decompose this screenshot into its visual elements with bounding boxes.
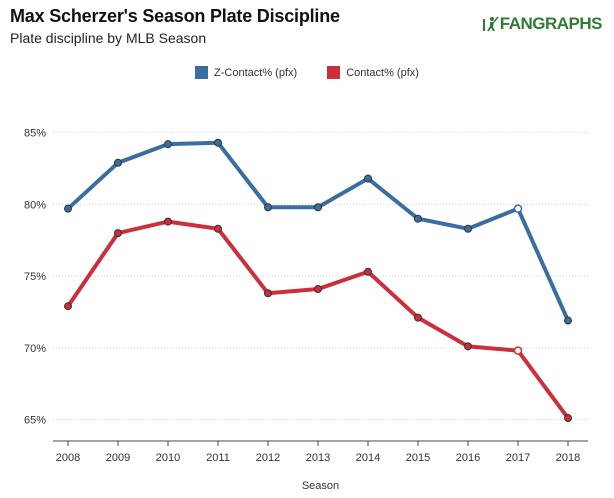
batter-logo-icon bbox=[482, 16, 499, 31]
x-tick-label: 2014 bbox=[356, 452, 380, 464]
x-tick-label: 2018 bbox=[556, 452, 580, 464]
fangraphs-logo[interactable]: FANGRAPHS bbox=[482, 14, 603, 34]
legend: Z-Contact% (pfx) Contact% (pfx) bbox=[0, 66, 614, 79]
x-tick-label: 2011 bbox=[206, 452, 230, 464]
legend-swatch-contact bbox=[327, 66, 341, 79]
series-line-contact bbox=[66, 219, 570, 421]
legend-label-z-contact: Z-Contact% (pfx) bbox=[214, 66, 298, 79]
x-tick-label: 2012 bbox=[256, 452, 280, 464]
x-tick-label: 2013 bbox=[306, 452, 330, 464]
data-point-z-contact bbox=[114, 158, 122, 167]
legend-item-contact[interactable]: Contact% (pfx) bbox=[327, 66, 419, 79]
y-tick-label: 70% bbox=[24, 343, 46, 355]
data-point-z-contact bbox=[64, 204, 72, 213]
data-point-z-contact bbox=[264, 203, 272, 212]
y-tick-label: 85% bbox=[24, 128, 46, 140]
data-point-contact bbox=[513, 346, 523, 355]
legend-item-z-contact[interactable]: Z-Contact% (pfx) bbox=[195, 66, 297, 79]
data-point-contact bbox=[314, 284, 322, 293]
x-axis-title: Season bbox=[302, 480, 339, 492]
data-point-contact bbox=[364, 267, 372, 276]
chart-subtitle: Plate discipline by MLB Season bbox=[10, 30, 207, 46]
series-line-z-contact bbox=[66, 140, 570, 323]
data-point-z-contact bbox=[214, 138, 222, 147]
data-point-z-contact bbox=[564, 316, 572, 325]
x-tick-label: 2009 bbox=[106, 452, 130, 464]
data-point-z-contact bbox=[314, 203, 322, 212]
data-point-contact bbox=[64, 302, 72, 311]
data-point-contact bbox=[114, 229, 122, 238]
x-tick-label: 2008 bbox=[56, 452, 80, 464]
x-tick-label: 2010 bbox=[156, 452, 180, 464]
y-tick-label: 65% bbox=[24, 414, 46, 426]
logo-text: FANGRAPHS bbox=[499, 14, 603, 33]
x-tick-label: 2017 bbox=[506, 452, 530, 464]
data-point-z-contact bbox=[513, 204, 523, 213]
data-point-z-contact bbox=[164, 140, 172, 149]
data-point-contact bbox=[164, 217, 172, 226]
data-point-z-contact bbox=[414, 214, 422, 223]
data-point-z-contact bbox=[464, 224, 472, 233]
data-point-contact bbox=[214, 224, 222, 233]
x-tick-label: 2015 bbox=[406, 452, 430, 464]
x-tick-label: 2016 bbox=[456, 452, 480, 464]
y-tick-label: 80% bbox=[24, 199, 46, 211]
legend-label-contact: Contact% (pfx) bbox=[346, 66, 419, 79]
data-point-z-contact bbox=[364, 174, 372, 183]
data-point-contact bbox=[414, 313, 422, 322]
data-point-contact bbox=[564, 414, 572, 423]
chart-title: Max Scherzer's Season Plate Discipline bbox=[10, 6, 340, 26]
data-point-contact bbox=[264, 289, 272, 298]
y-tick-label: 75% bbox=[24, 271, 46, 283]
legend-swatch-z-contact bbox=[195, 66, 209, 79]
data-point-contact bbox=[464, 342, 472, 351]
